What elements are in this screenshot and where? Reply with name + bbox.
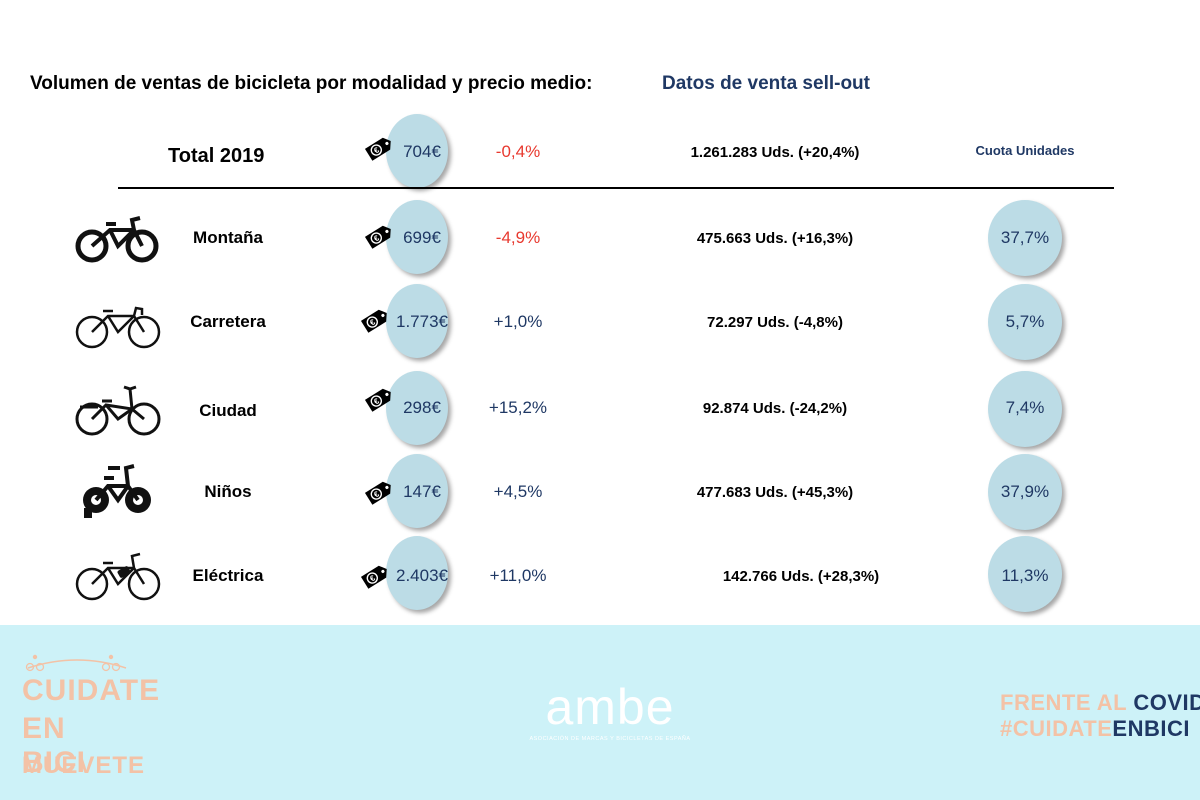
euro-price-tag-icon: €: [364, 481, 391, 505]
total-units: 1.261.283 Uds. (+20,4%): [690, 144, 860, 161]
category-change: +11,0%: [489, 566, 547, 585]
divider: [118, 187, 1114, 189]
logo-line-1: CUIDATE: [22, 674, 161, 707]
category-row: Montaña € 699€ -4,9% 475.663 Uds. (+16,3…: [0, 198, 1200, 288]
ambe-logo: ambe ASOCIACIÓN DE MARCAS Y BICICLETAS D…: [520, 679, 700, 750]
covid-line-2-part-a: #CUIDATE: [1000, 716, 1113, 741]
category-label: Montaña: [193, 228, 263, 247]
category-units: 72.297 Uds. (-4,8%): [707, 314, 843, 331]
category-units: 475.663 Uds. (+16,3%): [696, 230, 854, 247]
price-circle: [386, 536, 448, 610]
category-row: Carretera € 1.773€ +1,0% 72.297 Uds. (-4…: [0, 282, 1200, 372]
svg-text:€: €: [372, 145, 381, 155]
share-circle: [988, 371, 1062, 447]
svg-text:€: €: [368, 317, 377, 327]
category-label: Ciudad: [199, 401, 257, 420]
logo-line-2: EN BICI: [22, 712, 86, 779]
share-column-header: Cuota Unidades: [975, 143, 1075, 158]
share-circle: [988, 536, 1062, 612]
share-circle: [988, 284, 1062, 360]
brand-subtitle: ASOCIACIÓN DE MARCAS Y BICICLETAS DE ESP…: [529, 736, 691, 742]
covid-line-1-part-a: FRENTE AL: [1000, 690, 1134, 715]
price-circle: [386, 114, 448, 188]
covid-line-2: #CUIDATEENBICI: [1000, 716, 1189, 742]
footer-banner: [0, 625, 1200, 800]
category-label: Eléctrica: [192, 566, 264, 585]
category-price: 2.403€: [396, 566, 448, 585]
euro-price-tag-icon: €: [364, 388, 391, 412]
category-label: Carretera: [190, 312, 266, 331]
price-circle: [386, 200, 448, 274]
price-circle: [386, 284, 448, 358]
euro-price-tag-icon: €: [364, 137, 391, 161]
category-row: Eléctrica € 2.403€ +11,0% 142.766 Uds. (…: [0, 534, 1200, 624]
category-price: 699€: [403, 228, 441, 247]
page-title: Volumen de ventas de bicicleta por modal…: [30, 73, 593, 94]
electric-bike-icon: [75, 552, 161, 601]
brand-name: ambe: [545, 679, 675, 735]
category-row: Ciudad € 298€ +15,2% 92.874 Uds. (-24,2%…: [0, 369, 1200, 459]
euro-price-tag-icon: €: [360, 565, 387, 589]
page-subtitle: Datos de venta sell-out: [662, 73, 870, 94]
category-share: 11,3%: [1001, 566, 1049, 585]
svg-text:€: €: [368, 573, 377, 583]
category-share: 7,4%: [1005, 398, 1045, 417]
total-label: Total 2019: [168, 145, 265, 167]
total-price: 704€: [403, 142, 441, 161]
covid-line-2-part-b: ENBICI: [1112, 716, 1190, 741]
category-change: +15,2%: [488, 398, 548, 417]
category-units: 477.683 Uds. (+45,3%): [696, 484, 854, 501]
total-row: Total 2019 € 704€ -0,4% 1.261.283 Uds. (…: [0, 114, 1200, 204]
svg-text:€: €: [372, 489, 381, 499]
cuidate-en-bici-logo: CUIDATE EN BICI MUEVETE: [22, 648, 159, 788]
road-bike-icon: [75, 306, 161, 349]
logo-line-3: MUEVETE: [22, 752, 146, 779]
category-share: 37,9%: [1000, 482, 1050, 501]
price-circle: [386, 454, 448, 528]
covid-line-1-part-b: COVID19: [1133, 690, 1200, 715]
category-price: 298€: [403, 398, 441, 417]
total-change: -0,4%: [495, 142, 541, 161]
svg-text:€: €: [372, 233, 381, 243]
price-circle: [386, 371, 448, 445]
category-change: +4,5%: [493, 482, 543, 501]
category-price: 1.773€: [396, 312, 448, 331]
cyclists-icon: [25, 654, 127, 672]
kids-bike-icon: [83, 464, 151, 518]
category-change: -4,9%: [495, 228, 541, 247]
category-share: 5,7%: [1005, 312, 1045, 331]
frente-al-covid-logo: FRENTE AL COVID19 #CUIDATEENBICI: [1000, 690, 1200, 742]
city-bike-icon: [75, 385, 161, 436]
category-label: Niños: [204, 482, 252, 501]
category-units: 92.874 Uds. (-24,2%): [702, 400, 848, 417]
category-row: Niños € 147€ +4,5% 477.683 Uds. (+45,3%)…: [0, 452, 1200, 542]
category-price: 147€: [403, 482, 441, 501]
svg-text:€: €: [372, 396, 381, 406]
category-share: 37,7%: [1000, 228, 1050, 247]
mountain-bike-icon: [75, 216, 159, 263]
share-circle: [988, 200, 1062, 276]
euro-price-tag-icon: €: [364, 225, 391, 249]
euro-price-tag-icon: €: [360, 309, 387, 333]
category-change: +1,0%: [493, 312, 543, 331]
category-units: 142.766 Uds. (+28,3%): [722, 568, 880, 585]
covid-line-1: FRENTE AL COVID19: [1000, 690, 1200, 716]
share-circle: [988, 454, 1062, 530]
